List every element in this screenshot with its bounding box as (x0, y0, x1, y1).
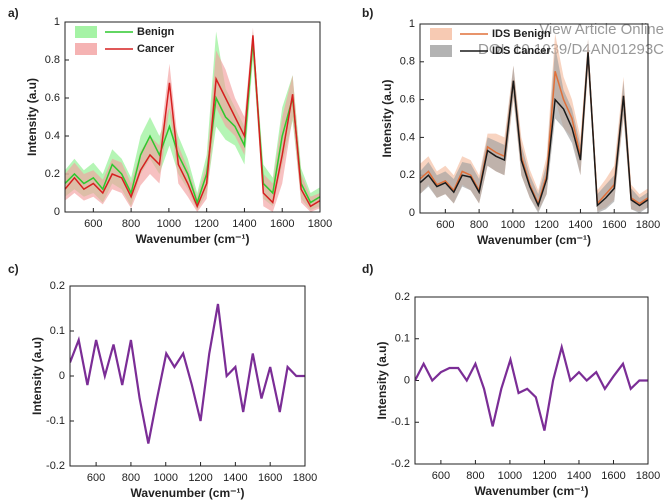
plot (70, 303, 305, 444)
axes-frame (419, 23, 649, 214)
y-tick-label: 0.8 (45, 54, 60, 66)
x-axis-label: Wavenumber (cm⁻¹) (475, 484, 589, 498)
y-tick-label: 0.1 (395, 333, 410, 345)
y-axis-label: Intensity (a.u) (375, 341, 389, 419)
y-axis-label: Intensity (a.u) (30, 337, 44, 415)
line (65, 40, 320, 205)
x-tick-label: 1600 (270, 218, 294, 230)
x-axis-label: Wavenumber (cm⁻¹) (131, 486, 245, 500)
watermark: View Article Online (539, 21, 664, 38)
x-tick-label: 1400 (567, 470, 591, 482)
x-axis-label: Wavenumber (cm⁻¹) (477, 233, 591, 247)
panel-label: d) (362, 262, 373, 276)
x-tick-label: 1600 (258, 472, 282, 484)
plot (65, 27, 320, 212)
y-tick-label: 0.6 (45, 92, 60, 104)
x-tick-label: 1600 (601, 470, 625, 482)
y-tick-label: 0.2 (395, 291, 410, 303)
line (415, 342, 648, 431)
y-tick-label: 0.8 (400, 56, 415, 68)
legend-label: Benign (137, 26, 175, 38)
panel-label: c) (8, 262, 19, 276)
x-tick-label: 1400 (568, 219, 592, 231)
y-tick-label: 0.4 (45, 130, 60, 142)
legend-patch (75, 26, 97, 38)
x-tick-label: 600 (84, 218, 102, 230)
y-tick-label: -0.2 (391, 458, 410, 470)
watermark: DOI: 10.1039/D4AN01293C (478, 41, 664, 58)
axes-frame (414, 296, 649, 465)
line (70, 303, 305, 444)
y-tick-label: 0.1 (50, 325, 65, 337)
line (65, 35, 320, 209)
x-tick-label: 1400 (223, 472, 247, 484)
axes-frame (64, 21, 321, 213)
legend-label: Cancer (137, 43, 175, 55)
x-tick-label: 1200 (194, 218, 218, 230)
panel-label: b) (362, 6, 373, 20)
plot (420, 33, 648, 213)
x-tick-label: 1200 (188, 472, 212, 484)
x-tick-label: 1000 (501, 219, 525, 231)
y-tick-label: -0.1 (391, 416, 410, 428)
y-tick-label: 0 (409, 207, 415, 219)
y-tick-label: 0.2 (400, 169, 415, 181)
y-tick-label: 0 (59, 370, 65, 382)
y-axis-label: Intensity (a.u) (25, 78, 39, 156)
y-tick-label: 0 (54, 206, 60, 218)
y-tick-label: -0.1 (46, 415, 65, 427)
x-tick-label: 1200 (534, 219, 558, 231)
x-tick-label: 600 (436, 219, 454, 231)
legend-label: IDS Cancer (492, 45, 551, 57)
plot (415, 342, 648, 431)
x-tick-label: 600 (87, 472, 105, 484)
y-tick-label: 1 (54, 16, 60, 28)
legend-label: IDS Benign (492, 28, 551, 40)
y-tick-label: 0.4 (400, 131, 415, 143)
y-axis-label: Intensity (a.u) (380, 79, 394, 157)
band (65, 27, 320, 212)
x-tick-label: 1800 (636, 219, 660, 231)
x-tick-label: 1000 (498, 470, 522, 482)
x-tick-label: 800 (122, 472, 140, 484)
legend-patch (75, 43, 97, 55)
y-tick-label: 1 (409, 18, 415, 30)
x-tick-label: 1000 (157, 218, 181, 230)
y-tick-label: 0.6 (400, 94, 415, 106)
legend-patch (430, 45, 452, 57)
x-tick-label: 1400 (232, 218, 256, 230)
y-tick-label: 0 (404, 374, 410, 386)
x-tick-label: 800 (122, 218, 140, 230)
x-tick-label: 1800 (636, 470, 660, 482)
y-tick-label: 0.2 (45, 168, 60, 180)
panel-label: a) (8, 6, 19, 20)
y-tick-label: -0.2 (46, 460, 65, 472)
x-tick-label: 1000 (153, 472, 177, 484)
line (420, 52, 648, 206)
axes-frame (69, 285, 306, 467)
line (420, 52, 648, 208)
x-tick-label: 1800 (308, 218, 332, 230)
x-tick-label: 600 (432, 470, 450, 482)
legend-patch (430, 28, 452, 40)
x-tick-label: 1600 (602, 219, 626, 231)
x-tick-label: 1200 (532, 470, 556, 482)
x-tick-label: 800 (466, 470, 484, 482)
y-tick-label: 0.2 (50, 280, 65, 292)
x-tick-label: 1800 (293, 472, 317, 484)
x-axis-label: Wavenumber (cm⁻¹) (136, 232, 250, 246)
x-tick-label: 800 (470, 219, 488, 231)
